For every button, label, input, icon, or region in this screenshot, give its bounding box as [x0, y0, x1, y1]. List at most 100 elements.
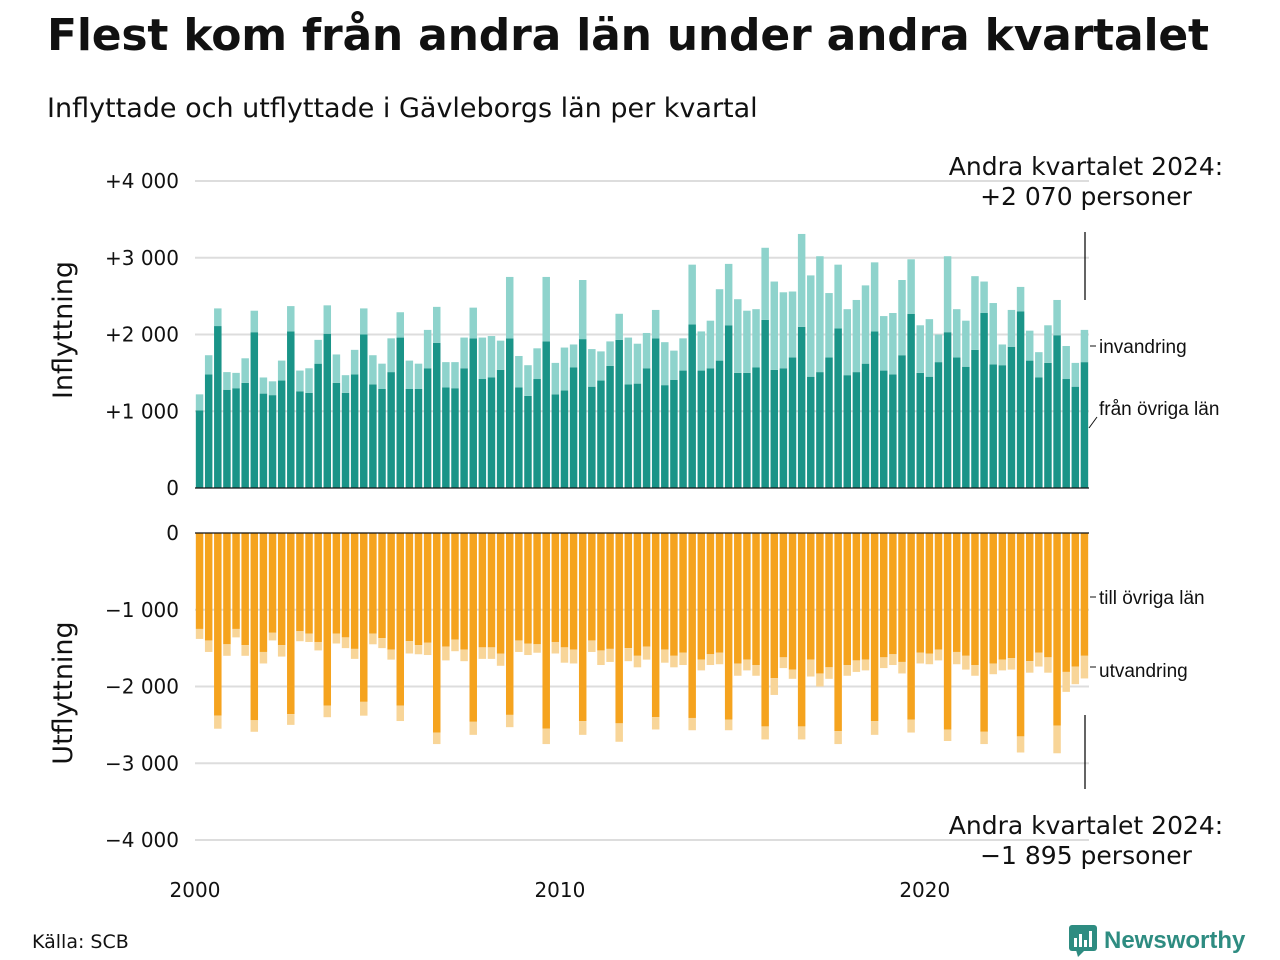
bar-invandring	[1071, 362, 1080, 387]
bar-till-ovriga-lan	[688, 533, 696, 718]
bar-till-ovriga-lan	[542, 533, 550, 729]
bar-invandring	[971, 276, 979, 350]
bar-till-ovriga-lan	[697, 533, 706, 660]
bar-utvandring	[533, 644, 541, 653]
bar-fran-ovriga-lan	[825, 357, 833, 488]
bar-utvandring	[597, 650, 605, 666]
bar-chart-speech-bubble-icon	[1069, 925, 1097, 957]
bar-utvandring	[1044, 657, 1052, 673]
bar-fran-ovriga-lan	[204, 374, 213, 488]
bar-fran-ovriga-lan	[350, 374, 359, 488]
bar-invandring	[588, 349, 596, 387]
bar-utvandring	[378, 638, 386, 649]
bar-utvandring	[414, 645, 423, 655]
bar-till-ovriga-lan	[1053, 533, 1061, 726]
bar-fran-ovriga-lan	[423, 368, 432, 488]
bar-utvandring	[606, 648, 614, 662]
bar-fran-ovriga-lan	[405, 388, 414, 488]
bar-invandring	[250, 310, 259, 333]
bar-fran-ovriga-lan	[387, 372, 395, 488]
bar-invandring	[305, 368, 313, 393]
bar-utvandring	[788, 669, 797, 679]
upper-y-tick-label: +4 000	[105, 169, 179, 193]
bar-till-ovriga-lan	[396, 533, 404, 706]
bar-fran-ovriga-lan	[834, 328, 842, 488]
upper-ylabel: Inflyttning	[48, 261, 79, 399]
bar-fran-ovriga-lan	[962, 366, 970, 488]
bar-till-ovriga-lan	[633, 533, 642, 656]
bar-utvandring	[642, 646, 651, 660]
newsworthy-logo[interactable]: Newsworthy	[1069, 925, 1245, 957]
bar-utvandring	[734, 663, 742, 676]
bar-till-ovriga-lan	[378, 533, 386, 639]
bar-till-ovriga-lan	[1007, 533, 1016, 659]
bar-utvandring	[569, 649, 578, 664]
bar-invandring	[560, 347, 569, 391]
bar-invandring	[661, 342, 669, 386]
bar-invandring	[296, 370, 304, 392]
bar-fran-ovriga-lan	[633, 383, 642, 488]
x-tick-label: 2010	[534, 878, 585, 902]
bottom-annotation-title: Andra kvartalet 2024:	[949, 811, 1223, 840]
bar-utvandring	[615, 723, 623, 742]
bar-till-ovriga-lan	[414, 533, 423, 646]
bar-utvandring	[633, 655, 642, 668]
bar-invandring	[378, 363, 386, 389]
bar-till-ovriga-lan	[606, 533, 614, 649]
bar-fran-ovriga-lan	[1044, 362, 1052, 488]
bar-till-ovriga-lan	[423, 533, 432, 643]
bar-utvandring	[907, 719, 915, 733]
bar-fran-ovriga-lan	[651, 338, 660, 488]
bar-invandring	[752, 309, 760, 368]
upper-y-tick-label: +1 000	[105, 399, 179, 423]
bar-till-ovriga-lan	[679, 533, 687, 653]
bar-utvandring	[715, 652, 724, 665]
bar-fran-ovriga-lan	[724, 325, 733, 488]
bar-till-ovriga-lan	[898, 533, 906, 662]
bar-invandring	[706, 320, 715, 369]
bar-till-ovriga-lan	[1044, 533, 1052, 658]
bar-till-ovriga-lan	[715, 533, 724, 653]
bar-fran-ovriga-lan	[296, 391, 304, 488]
bar-invandring	[734, 299, 742, 373]
bar-invandring	[843, 309, 851, 376]
bar-till-ovriga-lan	[195, 533, 204, 629]
top-annotation-value: +2 070 personer	[980, 182, 1193, 211]
lower-y-tick-label: −3 000	[105, 751, 179, 775]
bar-utvandring	[515, 640, 523, 652]
bar-utvandring	[825, 667, 833, 679]
bar-invandring	[1035, 352, 1043, 378]
bar-invandring	[670, 350, 678, 380]
bar-invandring	[323, 305, 332, 334]
bar-fran-ovriga-lan	[560, 390, 569, 488]
bar-invandring	[697, 331, 706, 371]
bar-till-ovriga-lan	[241, 533, 249, 646]
bar-fran-ovriga-lan	[533, 379, 541, 488]
bar-utvandring	[551, 641, 560, 654]
bar-till-ovriga-lan	[989, 533, 997, 664]
bar-fran-ovriga-lan	[551, 394, 560, 488]
bar-till-ovriga-lan	[560, 533, 569, 648]
bar-fran-ovriga-lan	[898, 355, 906, 488]
bar-utvandring	[323, 705, 332, 718]
bar-utvandring	[971, 665, 979, 676]
bar-fran-ovriga-lan	[1007, 346, 1016, 488]
bar-utvandring	[898, 661, 906, 674]
bar-fran-ovriga-lan	[214, 326, 222, 488]
bar-fran-ovriga-lan	[661, 385, 669, 488]
bar-utvandring	[350, 648, 359, 659]
bar-fran-ovriga-lan	[487, 377, 496, 488]
legend-till-ovriga-lan: till övriga län	[1099, 588, 1205, 609]
bar-fran-ovriga-lan	[1035, 377, 1043, 488]
bar-till-ovriga-lan	[305, 533, 313, 634]
bar-till-ovriga-lan	[1080, 533, 1089, 656]
bar-utvandring	[223, 644, 231, 656]
bar-till-ovriga-lan	[843, 533, 851, 666]
bar-utvandring	[1053, 725, 1061, 754]
bar-till-ovriga-lan	[250, 533, 259, 721]
bar-invandring	[606, 341, 614, 366]
bar-fran-ovriga-lan	[460, 368, 468, 488]
bar-till-ovriga-lan	[934, 533, 943, 650]
bar-till-ovriga-lan	[223, 533, 231, 645]
bar-invandring	[460, 337, 468, 369]
